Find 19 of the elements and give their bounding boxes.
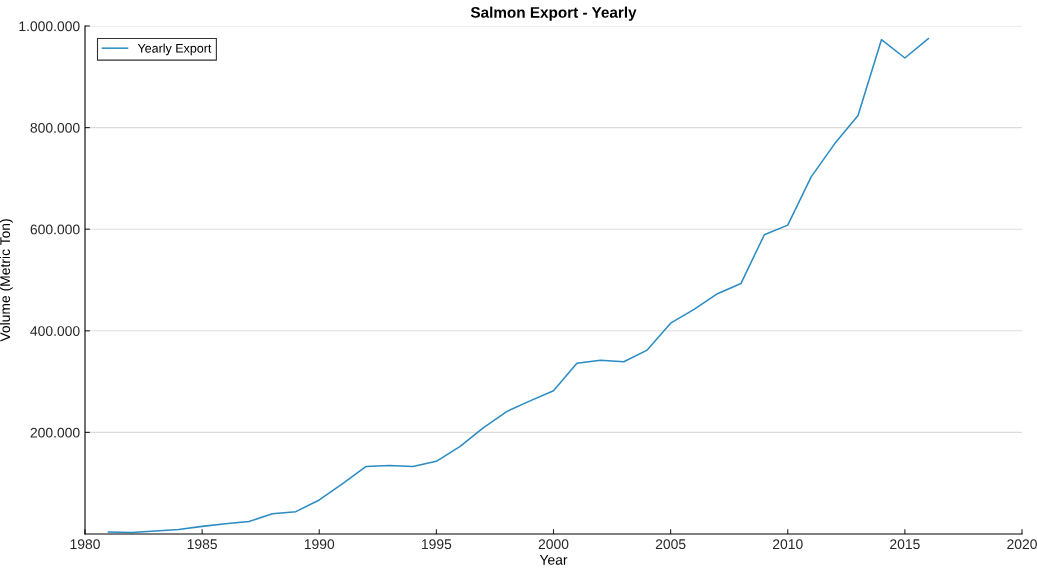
x-tick-label: 1980 xyxy=(70,539,100,550)
chart-title: Salmon Export - Yearly xyxy=(470,6,637,21)
x-tick-label: 1985 xyxy=(187,539,217,550)
x-tick-label: 2010 xyxy=(773,539,803,550)
x-axis-title: Year xyxy=(539,555,568,565)
y-tick-label: 1.000.000 xyxy=(19,21,80,32)
y-tick-label: 800.000 xyxy=(30,122,80,133)
y-tick-label: 400.000 xyxy=(30,326,80,336)
y-tick-label: 200.000 xyxy=(30,427,80,438)
x-tick-label: 2015 xyxy=(890,539,920,550)
x-tick-label: 2005 xyxy=(655,539,686,550)
y-tick-label: 600.000 xyxy=(30,224,80,235)
x-tick-label: 2000 xyxy=(538,539,569,550)
x-tick-label: 2020 xyxy=(1007,539,1037,550)
legend-label: Yearly Export xyxy=(137,43,212,56)
line-series xyxy=(107,37,930,534)
y-axis-title: Volume (Metric Ton) xyxy=(0,219,13,342)
x-tick-label: 1995 xyxy=(421,539,452,550)
x-tick-label: 1990 xyxy=(304,539,335,550)
